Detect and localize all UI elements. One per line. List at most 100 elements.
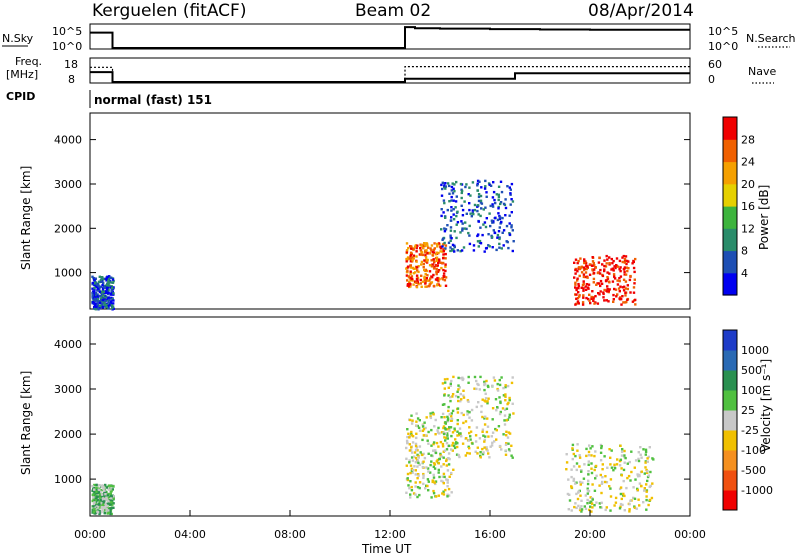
data-cell (94, 277, 97, 280)
data-cell (580, 286, 583, 289)
data-cell (444, 187, 447, 190)
data-cell (453, 183, 456, 186)
data-cell (596, 302, 600, 305)
data-cell (95, 496, 99, 499)
data-cell (421, 425, 425, 428)
data-cell (592, 271, 596, 275)
data-cell (94, 497, 97, 500)
data-cell (449, 246, 452, 249)
data-cell (102, 294, 105, 297)
data-cell (496, 387, 499, 391)
data-cell (633, 270, 636, 274)
data-cell (443, 403, 446, 406)
data-cell (110, 296, 113, 300)
colorbar-swatch (723, 490, 737, 511)
data-cell (493, 231, 496, 234)
data-cell (615, 264, 618, 268)
data-cell (484, 206, 487, 209)
data-cell (449, 249, 452, 253)
colorbar-swatch (723, 117, 737, 140)
data-cell (591, 498, 594, 501)
data-cell (409, 471, 412, 475)
data-cell (503, 423, 507, 426)
data-cell (407, 484, 410, 487)
data-cell (504, 449, 508, 452)
data-cell (493, 379, 497, 382)
data-cell (586, 498, 589, 502)
data-cell (414, 469, 417, 472)
data-cell (472, 244, 476, 247)
data-cell (502, 386, 505, 390)
data-cell (441, 278, 445, 281)
data-cell (101, 298, 104, 302)
data-cell (498, 214, 501, 218)
data-cell (487, 182, 491, 185)
data-cell (107, 298, 111, 302)
data-cell (109, 499, 112, 502)
data-cell (406, 269, 409, 273)
data-cell (505, 419, 508, 422)
data-cell (651, 482, 654, 485)
data-cell (434, 480, 438, 483)
data-cell (467, 231, 470, 235)
data-cell (495, 429, 498, 432)
data-cell (107, 288, 110, 292)
data-cell (504, 443, 508, 446)
data-cell (504, 385, 507, 389)
data-cell (501, 216, 504, 220)
data-cell (96, 504, 99, 508)
data-cell (586, 492, 589, 495)
data-cell (493, 198, 496, 202)
data-cell (437, 280, 440, 283)
colorbar-swatch (723, 330, 737, 351)
data-cell (91, 301, 95, 304)
data-cell (632, 260, 635, 264)
data-cell (614, 266, 617, 270)
data-cell (596, 271, 600, 275)
data-cell (647, 503, 650, 507)
data-cell (430, 249, 433, 252)
data-cell (577, 266, 581, 269)
data-cell (415, 274, 419, 277)
data-cell (424, 254, 427, 257)
data-cell (503, 414, 507, 417)
data-cell (93, 501, 96, 504)
data-cell (497, 207, 500, 210)
data-cell (480, 410, 483, 414)
nsky-series-line (90, 26, 690, 49)
data-cell (426, 258, 429, 262)
data-cell (110, 490, 113, 493)
data-cell (415, 266, 419, 269)
data-cell (611, 262, 614, 265)
data-cell (632, 291, 636, 294)
data-cell (477, 245, 480, 248)
data-cell (571, 448, 574, 451)
noise-panel: N.Sky 10^5 10^0 10^5 10^0 N.Search (2, 23, 796, 53)
data-cell (600, 491, 603, 495)
data-cell (102, 487, 105, 491)
data-cell (425, 258, 428, 261)
data-cell (579, 483, 582, 486)
data-cell (618, 507, 622, 510)
data-cell (577, 282, 580, 286)
data-cell (626, 269, 629, 273)
data-cell (645, 483, 648, 486)
data-cell (450, 412, 453, 415)
data-cell (480, 202, 484, 205)
data-cell (437, 269, 441, 272)
data-cell (446, 434, 449, 437)
data-cell (448, 192, 451, 195)
data-cell (634, 257, 637, 261)
data-cell (582, 294, 585, 297)
data-cell (101, 508, 105, 512)
data-cell (448, 200, 451, 203)
data-cell (93, 490, 96, 494)
data-cell (109, 492, 112, 496)
data-cell (98, 301, 102, 304)
data-cell (454, 438, 457, 441)
data-cell (442, 431, 445, 434)
colorbar-swatch (723, 206, 737, 229)
data-cell (620, 474, 623, 477)
data-cell (487, 397, 490, 400)
data-cell (496, 233, 500, 237)
